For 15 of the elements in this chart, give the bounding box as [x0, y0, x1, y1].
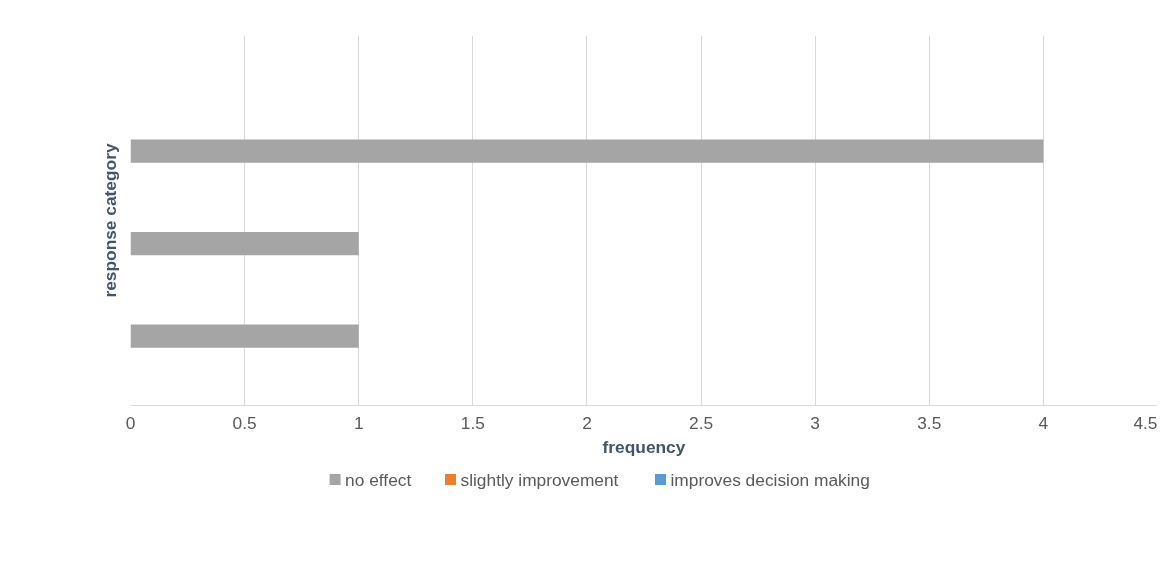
x-tick-label: 4.5 — [1133, 412, 1158, 433]
x-axis-title: frequency — [602, 436, 686, 457]
legend-label: slightly improvement — [460, 469, 619, 490]
x-tick-label: 0.5 — [232, 412, 257, 433]
x-tick-label: 4 — [1038, 412, 1049, 433]
x-tick-label: 3 — [810, 412, 820, 433]
x-tick-label: 0 — [125, 412, 136, 433]
x-tick-label: 1.5 — [460, 412, 485, 433]
x-tick-label: 2 — [582, 412, 592, 433]
x-tick-label: 3.5 — [917, 412, 942, 433]
x-tick-label: 1 — [353, 412, 364, 433]
legend-label: improves decision making — [670, 469, 870, 490]
legend-label: no effect — [345, 469, 412, 490]
y-axis-title: response category — [99, 143, 120, 298]
x-tick-label: 2.5 — [689, 412, 714, 433]
